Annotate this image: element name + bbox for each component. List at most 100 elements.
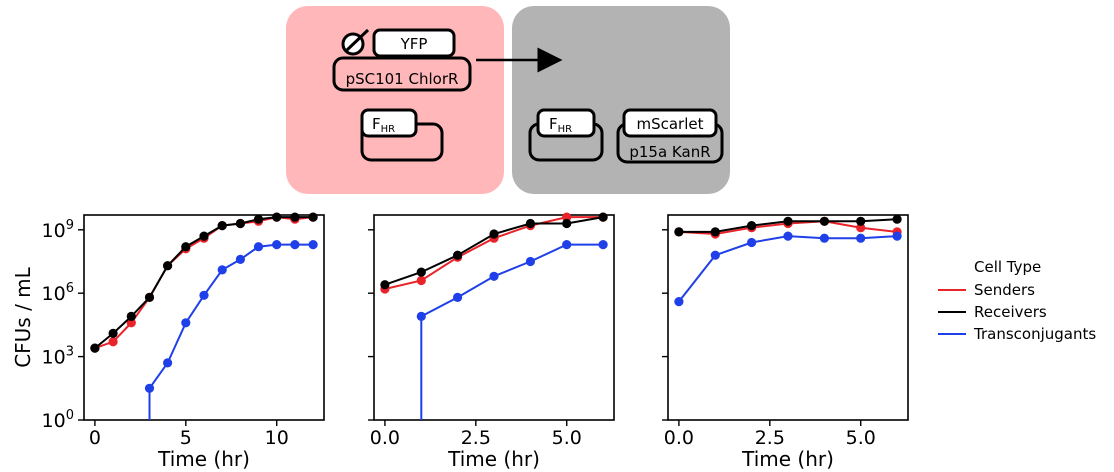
receiver-fhr: FHR [528,108,604,162]
data-point-receivers [380,280,390,290]
data-point-receivers [144,292,155,302]
data-point-receivers [126,311,136,321]
data-point-transconjugants [199,290,209,300]
y-tick-label: 103 [42,345,74,369]
legend-item: Receivers [938,303,1047,321]
data-point-transconjugants [290,240,300,250]
data-point-receivers [674,227,684,237]
y-tick-label: 109 [42,218,74,242]
x-tick-label: 2.5 [755,427,785,449]
x-axis-label: Time (hr) [157,447,250,471]
data-point-transconjugants [163,358,173,368]
legend-title: Cell Type [974,258,1041,276]
data-point-transconjugants [674,297,684,307]
series-line-transconjugants [420,243,604,420]
plot-frame [667,214,909,421]
data-point-receivers [416,267,426,277]
plot-frame [83,214,325,421]
x-tick-label: 5 [180,427,192,449]
plasmid-ring [332,56,472,92]
data-point-transconjugants [489,271,499,281]
data-point-receivers [308,212,318,222]
fhr-label: FHR [372,115,395,135]
data-point-transconjugants [525,256,536,267]
y-axis-label: CFUs / mL [11,266,35,367]
x-axis-label: Time (hr) [447,447,540,471]
fhr-box [360,108,418,138]
plot-panels: 0 5 10 100 103 106 109 Time (hr) CFUs / mL 0.0 2.5… [11,212,909,471]
x-tick-label: 2.5 [461,427,491,449]
data-point-receivers [710,227,720,237]
data-point-receivers [562,218,572,229]
panel-2: 0.0 2.5 5.0 Time (hr) [368,212,615,471]
data-point-receivers [290,212,300,222]
data-point-receivers [90,343,100,353]
x-tick-label: 5.0 [846,427,876,449]
data-point-senders [126,318,136,328]
data-point-senders [856,223,866,233]
conjugation-diagram: YFP pSC101 ChlorR FHR FHR mScarlet p15a … [286,6,730,194]
yfp-gene-box [372,28,456,58]
data-point-transconjugants [253,242,264,252]
data-point-receivers [819,216,830,226]
fhr-label: FHR [549,115,572,135]
data-point-receivers [892,214,902,224]
x-tick-label: 0.0 [370,427,400,449]
data-point-senders [416,275,426,286]
data-point-transconjugants [416,311,426,321]
data-point-receivers [108,328,118,338]
data-point-transconjugants [783,231,793,241]
legend-item: Transconjugants [938,325,1096,343]
data-point-receivers [199,231,209,241]
data-point-receivers [181,242,191,252]
legend-label: Senders [974,281,1035,299]
panel-1: 0 5 10 100 103 106 109 Time (hr) CFUs / mL [11,212,325,471]
sender-fhr: FHR [360,108,444,162]
data-point-transconjugants [892,231,902,241]
mscarlet-gene-label: mScarlet [636,115,703,133]
legend-label: Transconjugants [973,325,1096,343]
yfp-gene-label: YFP [400,35,428,53]
mscarlet-gene-box [622,108,718,138]
receiver-reporter: mScarlet p15a KanR [616,108,724,164]
data-point-receivers [217,221,227,231]
data-point-transconjugants [272,240,282,250]
data-point-receivers [272,212,282,222]
data-point-transconjugants [747,237,757,248]
data-point-senders [562,212,572,222]
promoter-slash [345,28,370,52]
reporter-backbone-label: p15a KanR [629,143,710,161]
data-point-receivers [783,216,793,226]
data-point-transconjugants [819,233,830,243]
data-point-receivers [598,212,608,222]
legend-label: Receivers [974,303,1047,321]
series-line-transconjugants [148,243,314,420]
series-line-transconjugants [678,235,898,303]
x-axis-label: Time (hr) [741,447,834,471]
x-tick-label: 5.0 [552,427,582,449]
data-point-transconjugants [308,240,318,250]
data-point-transconjugants [217,265,227,275]
data-point-receivers [747,221,757,231]
plasmid-backbone-label: pSC101 ChlorR [346,70,459,88]
data-point-receivers [253,214,264,224]
receiver-cell-box [512,6,730,194]
x-tick-label: 0 [89,427,101,449]
y-tick-label: 106 [42,281,74,305]
data-point-receivers [453,250,463,260]
panel-3: 0.0 2.5 5.0 Time (hr) [662,214,909,471]
data-point-receivers [163,261,173,271]
data-point-receivers [525,218,536,229]
data-point-transconjugants [453,292,463,302]
fhr-box [536,108,596,138]
sender-plasmid: YFP pSC101 ChlorR [332,28,472,92]
data-point-receivers [489,229,499,239]
data-point-transconjugants [598,240,608,250]
data-point-transconjugants [562,240,572,250]
data-point-senders [108,337,118,347]
x-tick-label: 10 [265,427,289,449]
x-tick-label: 0.0 [664,427,694,449]
data-point-receivers [235,218,245,229]
data-point-transconjugants [181,318,191,328]
